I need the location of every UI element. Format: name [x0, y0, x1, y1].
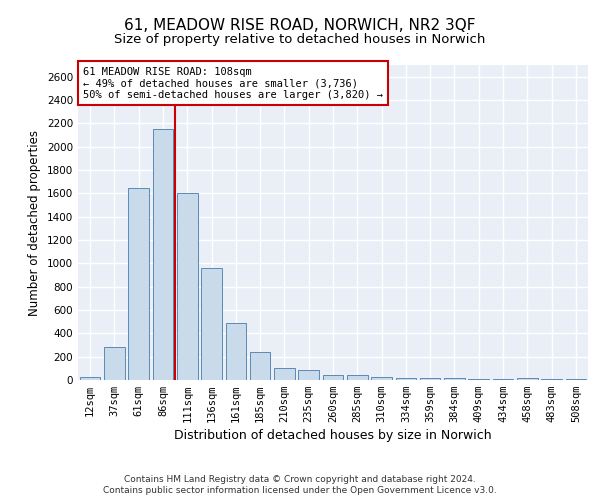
Text: Contains public sector information licensed under the Open Government Licence v3: Contains public sector information licen… [103, 486, 497, 495]
Text: Size of property relative to detached houses in Norwich: Size of property relative to detached ho… [115, 32, 485, 46]
Bar [152, 129, 173, 380]
Bar [298, 370, 319, 380]
Y-axis label: Number of detached properties: Number of detached properties [28, 130, 41, 316]
Bar [104, 348, 125, 380]
Bar [177, 194, 197, 380]
Bar [250, 352, 271, 380]
Bar [420, 378, 440, 380]
Bar [323, 376, 343, 380]
Bar [226, 323, 246, 380]
Bar [444, 378, 465, 380]
Bar [80, 377, 100, 380]
Text: 61 MEADOW RISE ROAD: 108sqm
← 49% of detached houses are smaller (3,736)
50% of : 61 MEADOW RISE ROAD: 108sqm ← 49% of det… [83, 66, 383, 100]
Bar [128, 188, 149, 380]
Bar [347, 376, 368, 380]
Text: 61, MEADOW RISE ROAD, NORWICH, NR2 3QF: 61, MEADOW RISE ROAD, NORWICH, NR2 3QF [124, 18, 476, 32]
Bar [371, 377, 392, 380]
Bar [274, 368, 295, 380]
Bar [395, 378, 416, 380]
X-axis label: Distribution of detached houses by size in Norwich: Distribution of detached houses by size … [174, 430, 492, 442]
Bar [201, 268, 222, 380]
Bar [517, 378, 538, 380]
Text: Contains HM Land Registry data © Crown copyright and database right 2024.: Contains HM Land Registry data © Crown c… [124, 475, 476, 484]
